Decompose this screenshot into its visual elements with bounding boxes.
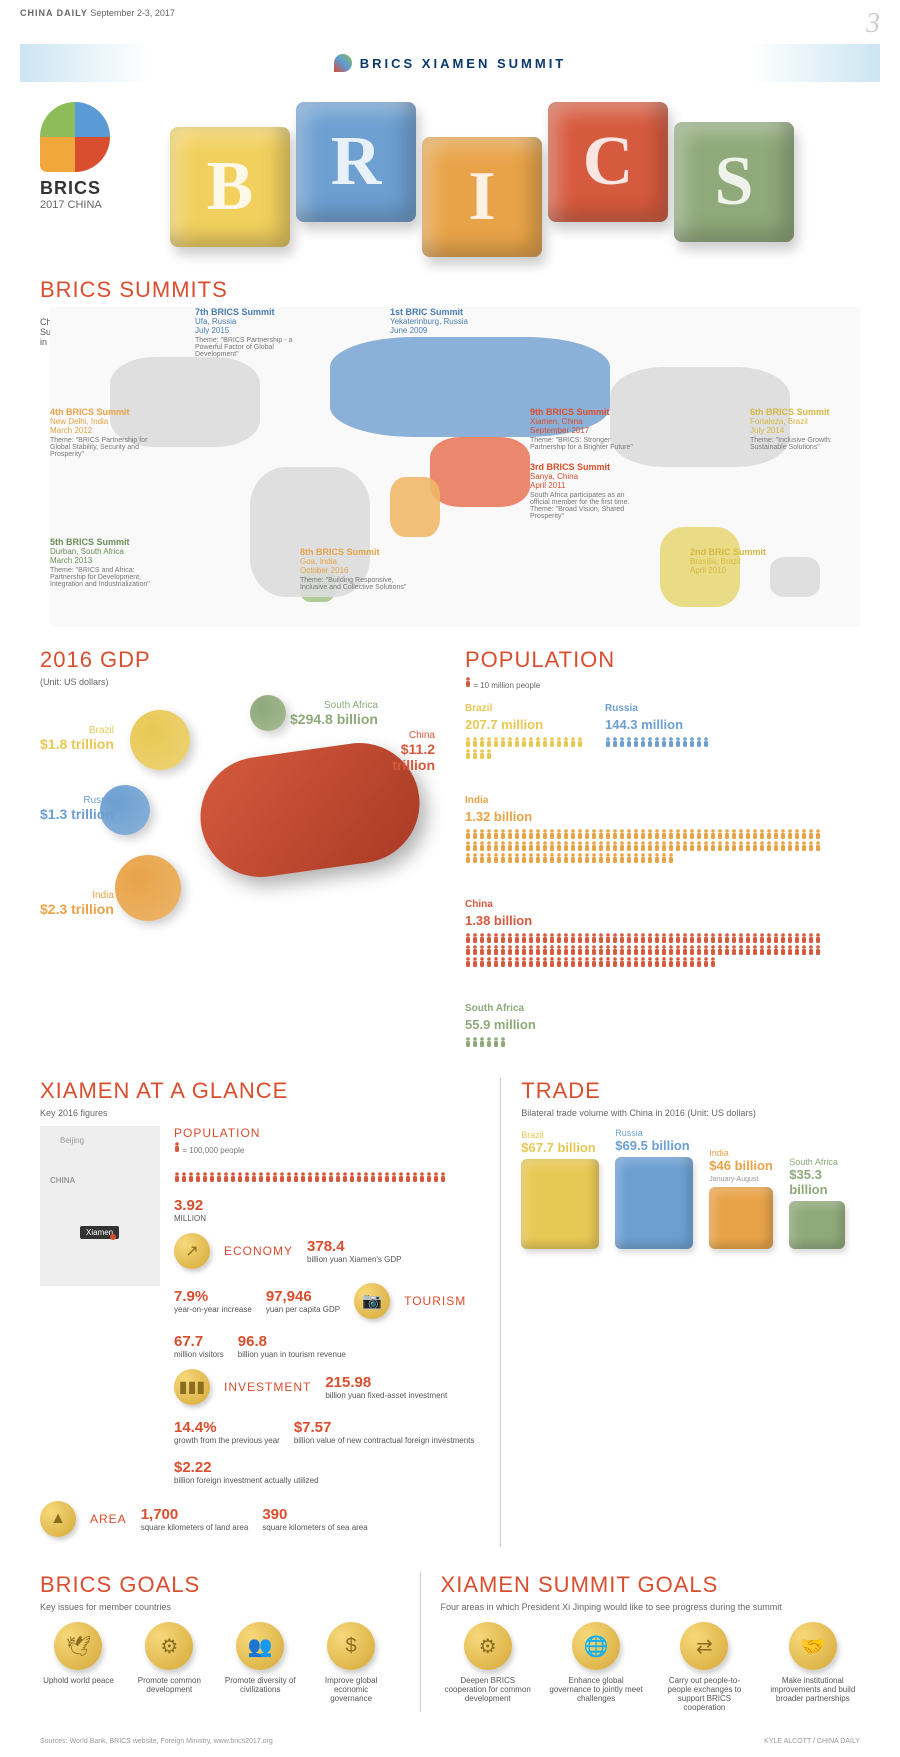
population-legend: = 10 million people [465, 677, 860, 690]
gdp-label: Russia$1.3 trillion [40, 795, 114, 822]
xiamen-sub: Key 2016 figures [40, 1108, 480, 1118]
summit-label: 4th BRICS SummitNew Delhi, IndiaMarch 20… [50, 407, 160, 458]
gdp-label: China$11.2 trillion [375, 730, 435, 773]
title-block: C [548, 102, 668, 222]
trade-bar-item: Russia$69.5 billion [615, 1128, 693, 1249]
goal-item: 🌐Enhance global governance to jointly me… [549, 1622, 643, 1712]
gdp-section: 2016 GDP (Unit: US dollars) Brazil$1.8 t… [40, 647, 435, 1058]
title-block: I [422, 137, 542, 257]
population-group: China1.38 billion [465, 894, 860, 968]
xiamen-map: Beijing CHINA Xiamen [40, 1126, 160, 1286]
sources: Sources: World Bank, BRICS website, Fore… [40, 1738, 273, 1745]
gdp-heading: 2016 GDP [40, 647, 435, 673]
map-region-china [430, 437, 530, 507]
population-group: South Africa55.9 million [465, 998, 536, 1048]
population-group: India1.32 billion [465, 790, 860, 864]
publication-name: CHINA DAILY [20, 8, 88, 18]
logo-block: BRICS 2017 CHINA [40, 102, 150, 211]
hero: BRICS 2017 CHINA BRICS [0, 82, 900, 267]
trade-heading: TRADE [521, 1078, 860, 1104]
footer: Sources: World Bank, BRICS website, Fore… [0, 1732, 900, 1757]
gdp-chart: Brazil$1.8 trillion Russia$1.3 trillion In… [40, 695, 435, 935]
goal-icon: 🤝 [789, 1622, 837, 1670]
logo-subtext: 2017 CHINA [40, 199, 150, 211]
credit: KYLE ALCOTT / CHINA DAILY [764, 1738, 860, 1745]
population-heading: POPULATION [465, 647, 860, 673]
trade-section: TRADE Bilateral trade volume with China … [500, 1078, 860, 1547]
area-icon: ▲ [40, 1501, 76, 1537]
trade-bar-item: Brazil$67.7 billion [521, 1130, 599, 1249]
goal-item: ⚙Promote common development [131, 1622, 208, 1703]
title-block: B [170, 127, 290, 247]
tourism-icon: 📷 [354, 1283, 390, 1319]
summit-label: 2nd BRIC SummitBrasilia, BrazilApril 201… [690, 547, 800, 577]
goal-item: 👥Promote diversity of civilizations [222, 1622, 299, 1703]
trade-bar-item: South Africa$35.3 billion [789, 1157, 860, 1249]
economy-icon: ↗ [174, 1233, 210, 1269]
goal-icon: ⚙ [464, 1622, 512, 1670]
summit-label: 6th BRICS SummitFortaleza, BrazilJuly 20… [750, 407, 860, 451]
goal-icon: ⚙ [145, 1622, 193, 1670]
banner: BRICS XIAMEN SUMMIT [20, 44, 880, 82]
brics-logo-large-icon [40, 102, 110, 172]
goal-icon: 🕊 [54, 1622, 102, 1670]
publication-date: September 2-3, 2017 [90, 8, 175, 18]
population-section: POPULATION = 10 million people Brazil207… [465, 647, 860, 1058]
masthead: CHINA DAILY September 2-3, 2017 3 [0, 0, 900, 44]
gdp-label: India$2.3 trillion [40, 890, 114, 917]
gdp-cylinder [250, 695, 286, 731]
summit-label: 7th BRICS SummitUfa, RussiaJuly 2015Them… [195, 307, 305, 358]
population-group: Russia144.3 million [605, 698, 709, 760]
goal-icon: ⇄ [680, 1622, 728, 1670]
summit-label: 5th BRICS SummitDurban, South AfricaMarc… [50, 537, 160, 588]
trade-bar-item: India$46 billionJanuary-August [709, 1148, 773, 1249]
goal-item: $Improve global economic governance [313, 1622, 390, 1703]
xiamen-marker-icon [110, 1234, 116, 1240]
brics-goals: BRICS GOALS Key issues for member countr… [40, 1572, 390, 1712]
summit-label: 3rd BRICS SummitSanya, ChinaApril 2011So… [530, 462, 640, 520]
page-number: 3 [866, 8, 880, 40]
brics-logo-icon [334, 54, 352, 72]
title-block: R [296, 102, 416, 222]
goal-item: 🤝Make institutional improvements and bui… [766, 1622, 860, 1712]
summit-label: 8th BRICS SummitGoa, IndiaOctober 2016Th… [300, 547, 410, 591]
goal-icon: 🌐 [572, 1622, 620, 1670]
goal-item: ⚙Deepen BRICS cooperation for common dev… [441, 1622, 535, 1712]
title-block: S [674, 122, 794, 242]
summit-label: 9th BRICS SummitXiamen, ChinaSeptember 2… [530, 407, 640, 451]
goal-item: ⇄Carry out people-to-people exchanges to… [657, 1622, 751, 1712]
logo-text: BRICS [40, 178, 150, 199]
summits-heading: BRICS SUMMITS [40, 277, 860, 303]
gdp-label: South Africa$294.8 billion [290, 700, 378, 727]
population-group: Brazil207.7 million [465, 698, 585, 760]
goal-icon: $ [327, 1622, 375, 1670]
gdp-label: Brazil$1.8 trillion [40, 725, 114, 752]
xiamen-stats: POPULATION = 100,000 people 3.92MILLION … [174, 1126, 480, 1495]
goal-icon: 👥 [236, 1622, 284, 1670]
gdp-cylinder [130, 710, 190, 770]
banner-title: BRICS XIAMEN SUMMIT [360, 56, 567, 71]
gdp-unit: (Unit: US dollars) [40, 677, 435, 687]
summits-section: BRICS SUMMITS China is hosting the 9th B… [0, 267, 900, 637]
summit-label: 1st BRIC SummitYekaterinburg, RussiaJune… [390, 307, 500, 337]
goal-item: 🕊Uphold world peace [40, 1622, 117, 1703]
investment-icon: ▮▮▮ [174, 1369, 210, 1405]
xiamen-heading: XIAMEN AT A GLANCE [40, 1078, 480, 1104]
gdp-cylinder [115, 855, 181, 921]
xiamen-goals: XIAMEN SUMMIT GOALS Four areas in which … [420, 1572, 860, 1712]
title-blocks: BRICS [170, 102, 860, 257]
world-map: 1st BRIC SummitYekaterinburg, RussiaJune… [50, 307, 860, 627]
map-region-india [390, 477, 440, 537]
